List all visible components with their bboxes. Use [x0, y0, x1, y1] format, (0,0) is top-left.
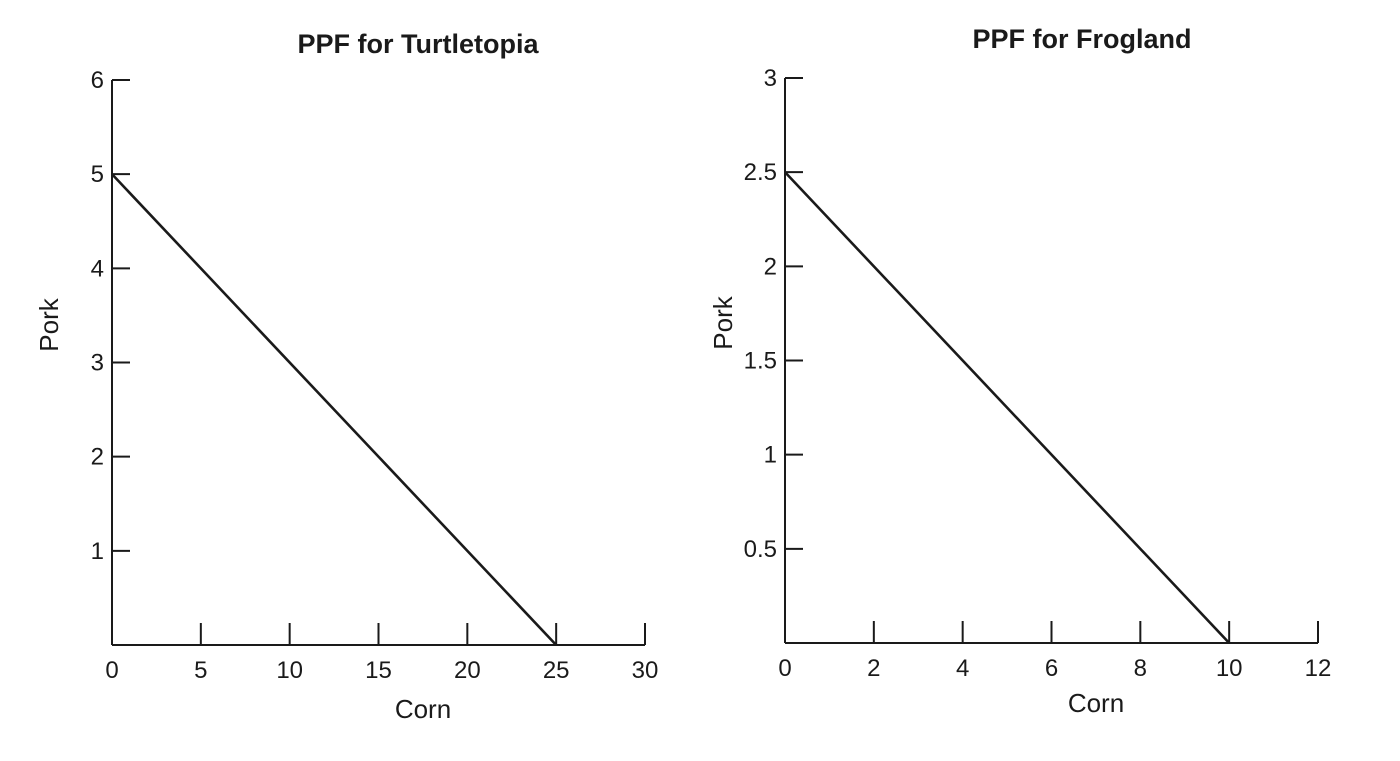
x-axis-label: Corn	[1068, 688, 1124, 718]
y-tick-label: 4	[91, 255, 104, 282]
x-tick-label: 10	[1216, 655, 1243, 682]
y-tick-label: 2	[764, 253, 777, 280]
y-tick-label: 0.5	[744, 536, 777, 563]
x-tick-label: 25	[543, 657, 570, 684]
x-tick-label: 8	[1134, 655, 1147, 682]
y-tick-label: 5	[91, 161, 104, 188]
x-tick-label: 0	[778, 655, 791, 682]
y-tick-label: 1	[764, 442, 777, 469]
x-tick-label: 0	[105, 657, 118, 684]
x-tick-label: 12	[1305, 655, 1332, 682]
x-tick-label: 6	[1045, 655, 1058, 682]
y-tick-label: 2.5	[744, 159, 777, 186]
x-tick-label: 30	[632, 657, 659, 684]
y-tick-label: 3	[764, 65, 777, 92]
y-tick-label: 3	[91, 350, 104, 377]
y-axis-label: Pork	[708, 295, 738, 349]
y-tick-label: 1	[91, 538, 104, 565]
y-tick-label: 1.5	[744, 348, 777, 375]
x-tick-label: 15	[365, 657, 392, 684]
y-tick-label: 2	[91, 444, 104, 471]
chart-title: PPF for Frogland	[973, 24, 1192, 54]
x-tick-label: 2	[867, 655, 880, 682]
x-axis-label: Corn	[395, 694, 451, 724]
chart-turtletopia: PPF for Turtletopia Corn Pork 0 5 10 15 20 25…	[34, 29, 658, 724]
chart-title: PPF for Turtletopia	[298, 29, 540, 59]
ppf-line	[111, 173, 558, 646]
x-tick-label: 4	[956, 655, 969, 682]
y-tick-label: 6	[91, 67, 104, 94]
chart-frogland: PPF for Frogland Corn Pork 0 2 4 6 8 10 120.51…	[708, 24, 1331, 718]
x-tick-label: 5	[194, 657, 207, 684]
x-tick-label: 10	[276, 657, 303, 684]
ppf-line	[784, 171, 1231, 644]
x-tick-label: 20	[454, 657, 481, 684]
y-axis-label: Pork	[34, 297, 64, 351]
